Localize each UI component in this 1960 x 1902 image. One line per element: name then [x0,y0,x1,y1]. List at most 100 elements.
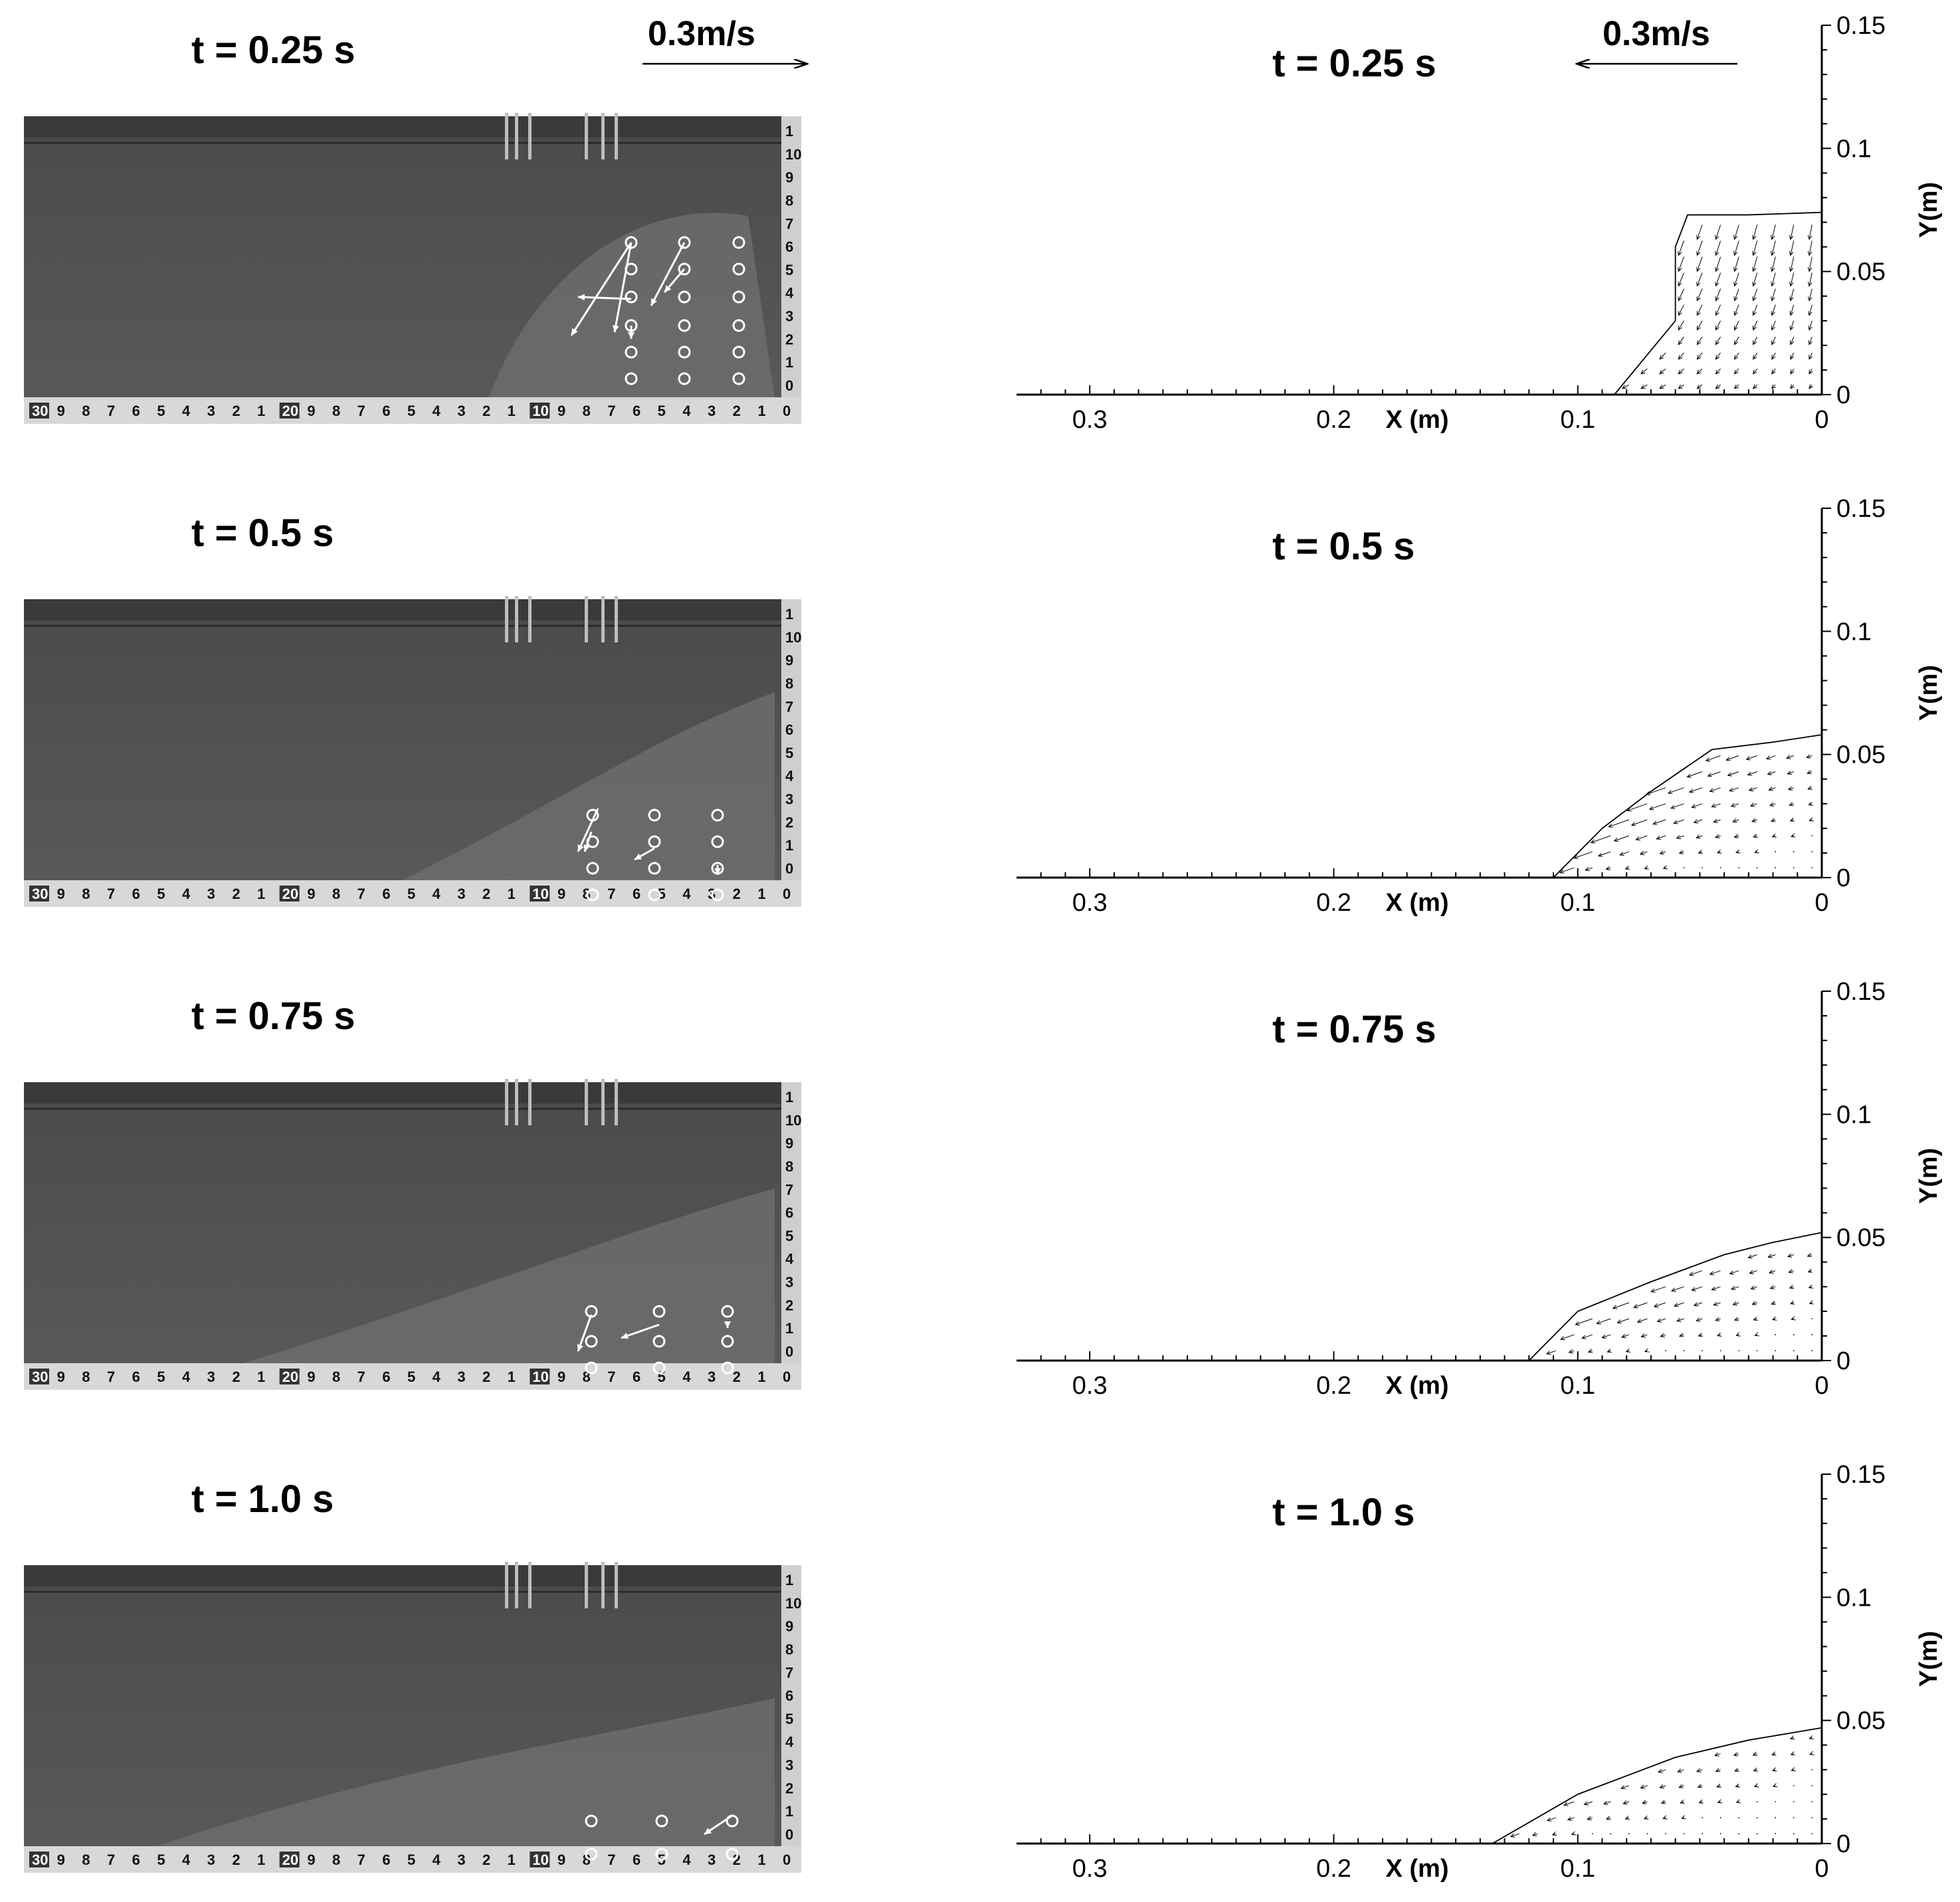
ruler-number: 4 [682,1369,691,1385]
x-tick-label: 0.2 [1316,1372,1351,1400]
gate-post [528,113,532,159]
bottom-ruler [24,880,801,907]
velocity-vectors [1560,756,1813,873]
ruler-number: 8 [332,1852,340,1868]
velocity-vector [1641,384,1648,389]
panels: 30 9 8 7 6 5 4 3 2 1 20 9 8 7 6 5 4 3 2 1 10 9 8 7 6 5 4 3 2 1 0110987… [24,12,1943,1894]
velocity-vector [1553,1834,1556,1835]
ruler-number: 7 [607,1369,615,1385]
particle-marker [648,808,661,822]
velocity-vector [1808,1255,1813,1256]
gate-post [515,113,518,159]
particle-marker [711,835,724,848]
velocity-vector [1753,225,1758,239]
ruler-number: 4 [182,886,191,902]
ruler-number: 5 [407,1369,415,1385]
vector-dot [1702,1350,1703,1352]
ruler-number: 10 [532,1852,548,1868]
side-ruler [781,1082,801,1363]
particle-marker [721,1418,734,1431]
ruler-number: 2 [482,886,490,902]
particle-marker [732,262,745,276]
ruler-box [530,403,550,419]
velocity-vector [1735,288,1739,301]
velocity-vector [1735,225,1739,239]
velocity-vector [1599,851,1611,856]
ruler-number: 6 [132,886,140,902]
particle-marker [711,915,724,928]
velocity-vector [1753,836,1757,837]
velocity-vector [1791,225,1795,239]
ruler-number: 4 [682,1852,691,1868]
velocity-vector [1773,1319,1775,1320]
velocity-vector [1771,820,1775,821]
velocity-vector [1678,1770,1684,1772]
velocity-vector [1660,1335,1666,1337]
velocity-vector [1680,1335,1684,1336]
velocity-vector [1772,368,1775,374]
ruler-number: 30 [32,886,48,902]
side-ruler [781,599,801,880]
velocity-vector [1715,256,1721,271]
ruler-number: 2 [482,1369,490,1385]
photo-velocity-arrow [583,831,593,852]
ruler-number: 6 [132,1852,140,1868]
velocity-vector [1692,803,1703,808]
vector-dot [1811,867,1813,869]
ruler-number: 2 [733,403,741,419]
vector-dot [1775,1334,1777,1335]
side-ruler-number: 1 [785,837,793,854]
ruler-number: 7 [607,886,615,902]
side-ruler-number: 9 [785,169,793,186]
y-axis-title: Y(m) [1915,1148,1943,1204]
velocity-vector [1660,1786,1666,1788]
x-tick-label: 0.3 [1072,889,1108,917]
velocity-vector [1748,771,1757,775]
velocity-vector [1735,1319,1739,1320]
velocity-vector [1752,820,1757,822]
y-tick-label: 0.05 [1836,741,1886,769]
gate-post [601,1562,605,1608]
velocity-vector [1674,1302,1684,1306]
ruler-box [279,1369,300,1384]
ruler-number: 8 [82,1852,90,1868]
ruler-number: 9 [557,886,565,902]
side-ruler-number: 3 [785,1274,793,1291]
velocity-vector [1597,1318,1611,1323]
ruler-number: 20 [282,403,298,419]
side-ruler-number: 0 [785,1826,793,1843]
x-axis-title: X (m) [1386,1372,1449,1400]
gate-post [528,1562,532,1608]
velocity-vector [1735,320,1739,330]
bottom-ruler [24,1363,801,1390]
ruler-number: 1 [257,886,265,902]
particle-marker [678,262,691,276]
photo-time-label: t = 0.75 s [191,995,355,1038]
y-tick-label: 0.05 [1836,258,1886,286]
particle-marker [655,1814,668,1828]
velocity-vector [1791,1754,1794,1755]
water-surface-band [24,1082,801,1103]
ruler-number: 3 [708,403,716,419]
photo-velocity-arrow [577,1314,593,1352]
velocity-vector [1607,1351,1611,1352]
velocity-vector [1807,772,1813,773]
y-tick-label: 0.15 [1836,978,1886,1006]
y-tick-label: 0.1 [1836,618,1872,646]
water-surface-band [24,599,801,620]
velocity-vector [1589,1351,1593,1352]
velocity-vector [1715,352,1721,359]
velocity-vector [1734,1754,1739,1756]
velocity-vector [1787,772,1794,774]
velocity-vector [1729,787,1739,791]
side-ruler-number: 9 [785,1618,793,1635]
velocity-vector [1697,272,1703,286]
velocity-vector [1771,1287,1776,1289]
ruler-number: 5 [157,1852,165,1868]
vector-dot [1811,1334,1813,1335]
velocity-vector [1715,1754,1721,1756]
velocity-vector [1662,1802,1666,1803]
velocity-vector [1791,820,1794,821]
ruler-number: 9 [307,886,315,902]
